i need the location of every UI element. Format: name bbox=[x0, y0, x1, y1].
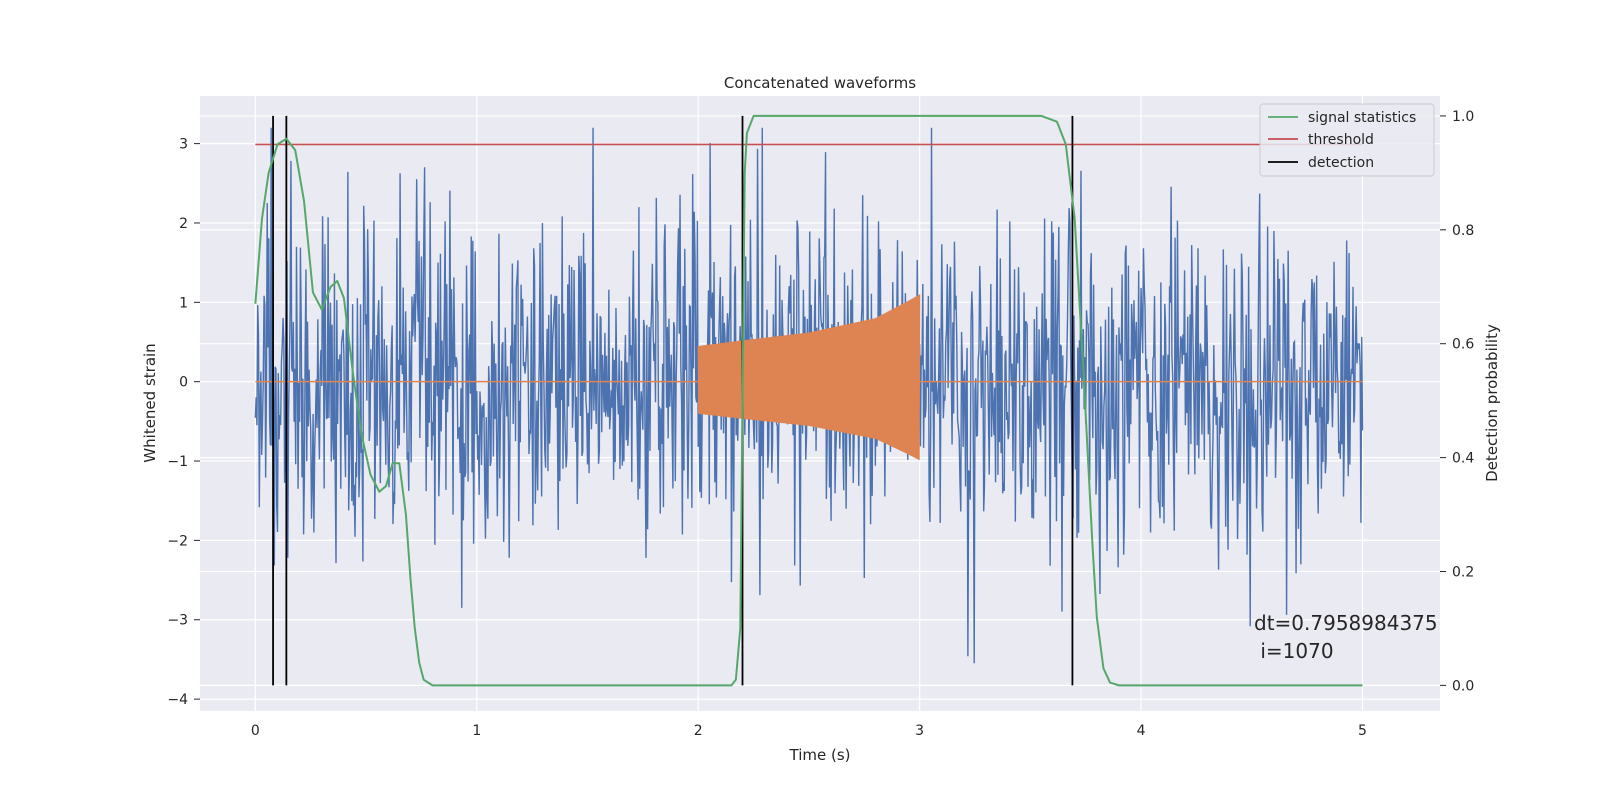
axes-ticks: 0 1 2 3 4 5 3 2 1 0 −1 −2 −3 −4 1.0 0.8 0.6 0.4 0.2 0.0 bbox=[167, 109, 1474, 739]
x-tick-label: 0 bbox=[251, 723, 260, 739]
y-right-tick-label: 0.2 bbox=[1452, 564, 1474, 580]
y-right-tick-label: 0.8 bbox=[1452, 223, 1474, 239]
x-tick-label: 4 bbox=[1137, 723, 1146, 739]
legend-label-signal-statistics: signal statistics bbox=[1308, 110, 1416, 126]
y-left-tick-label: 2 bbox=[179, 216, 188, 232]
legend-label-detection: detection bbox=[1308, 155, 1374, 171]
chart-title: Concatenated waveforms bbox=[724, 74, 916, 92]
x-tick-label: 2 bbox=[694, 723, 703, 739]
injected-signal-series bbox=[697, 294, 921, 460]
y-left-tick-label: −1 bbox=[167, 454, 188, 470]
x-tick-label: 5 bbox=[1358, 723, 1367, 739]
signal-statistics-series bbox=[254, 114, 1363, 687]
x-tick-label: 1 bbox=[472, 723, 481, 739]
injected-signal-line bbox=[697, 294, 921, 460]
legend: signal statistics threshold detection bbox=[1259, 103, 1435, 177]
y-left-tick-label: 1 bbox=[179, 295, 188, 311]
y-left-tick-label: 0 bbox=[179, 375, 188, 391]
x-tick-label: 3 bbox=[915, 723, 924, 739]
y-axis-right-label: Detection probability bbox=[1483, 324, 1501, 482]
y-left-tick-label: −2 bbox=[167, 533, 188, 549]
signal-statistics-line bbox=[254, 114, 1363, 687]
y-left-tick-label: −4 bbox=[167, 692, 188, 708]
legend-label-threshold: threshold bbox=[1308, 132, 1374, 148]
annotation-i: i=1070 bbox=[1254, 639, 1334, 663]
y-right-tick-label: 0.6 bbox=[1452, 337, 1474, 353]
y-right-tick-label: 0.4 bbox=[1452, 451, 1474, 467]
x-axis-label: Time (s) bbox=[789, 746, 851, 764]
annotation-dt: dt=0.7958984375 bbox=[1254, 611, 1438, 635]
y-left-tick-label: 3 bbox=[179, 137, 188, 153]
y-left-tick-label: −3 bbox=[167, 613, 188, 629]
y-right-tick-label: 0.0 bbox=[1452, 678, 1474, 694]
legend-box bbox=[1259, 103, 1435, 177]
y-axis-left-label: Whitened strain bbox=[141, 343, 159, 462]
y-right-tick-label: 1.0 bbox=[1452, 109, 1474, 125]
